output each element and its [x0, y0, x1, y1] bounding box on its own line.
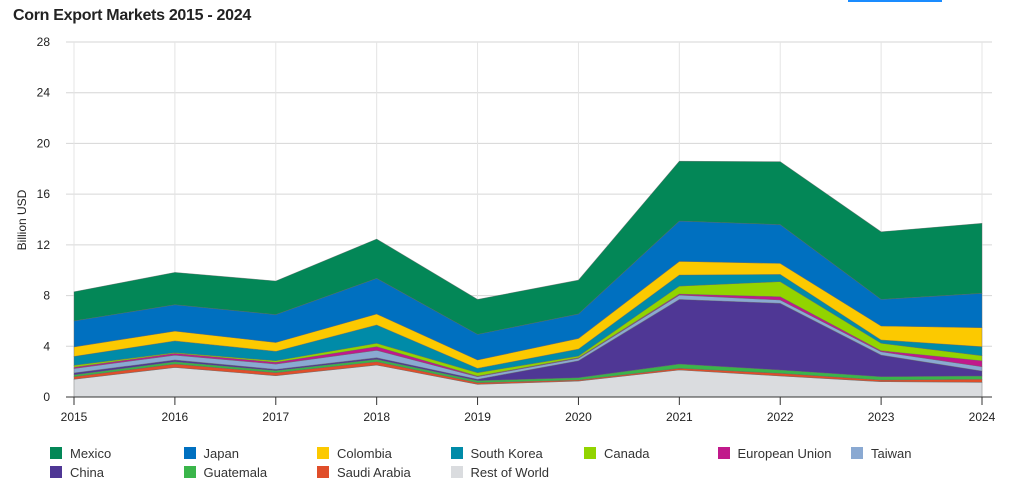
legend-label: Mexico [70, 445, 112, 461]
legend-label: Rest of World [470, 464, 550, 480]
legend-item-canada[interactable]: Canada [584, 445, 718, 461]
legend-label: South Korea [470, 445, 543, 461]
legend: Mexico Japan Colombia South Korea Canada Euro… [50, 445, 1010, 480]
legend-item-south-korea[interactable]: South Korea [450, 445, 585, 461]
legend-label: Taiwan [871, 445, 912, 461]
legend-swatch [317, 447, 329, 459]
legend-label: Saudi Arabia [337, 464, 411, 480]
legend-label: China [70, 464, 104, 480]
x-tick-label: 2018 [363, 410, 390, 424]
legend-item-taiwan[interactable]: Taiwan [851, 445, 985, 461]
legend-item-guatemala[interactable]: Guatemala [183, 464, 318, 480]
legend-swatch [851, 447, 863, 459]
legend-swatch [50, 447, 62, 459]
legend-item-china[interactable]: China [50, 464, 184, 480]
legend-item-colombia[interactable]: Colombia [317, 445, 451, 461]
legend-item-european-union[interactable]: European Union [717, 445, 852, 461]
legend-swatch [450, 466, 463, 478]
legend-label: Canada [604, 445, 650, 461]
legend-swatch [183, 447, 196, 459]
legend-label: European Union [737, 445, 832, 461]
area-mexico [73, 160, 983, 335]
y-tick-label: 28 [37, 35, 51, 49]
x-tick-label: 2017 [262, 410, 289, 424]
active-tab-indicator [848, 0, 942, 2]
y-tick-label: 16 [37, 187, 51, 201]
legend-label: Colombia [337, 445, 392, 461]
legend-swatch [584, 447, 596, 459]
y-tick-label: 0 [43, 390, 50, 404]
legend-label: Japan [203, 445, 239, 461]
y-tick-label: 24 [37, 86, 51, 100]
y-axis-label: Billion USD [15, 189, 29, 250]
legend-item-rest-of-world[interactable]: Rest of World [450, 464, 585, 480]
legend-label: Guatemala [203, 464, 268, 480]
legend-item-saudi-arabia[interactable]: Saudi Arabia [317, 464, 451, 480]
y-tick-label: 4 [43, 339, 50, 353]
legend-item-mexico[interactable]: Mexico [50, 445, 184, 461]
x-tick-label: 2015 [61, 410, 88, 424]
legend-swatch [317, 466, 329, 478]
x-tick-label: 2020 [565, 410, 592, 424]
chart-title: Corn Export Markets 2015 - 2024 [13, 7, 251, 24]
x-tick-label: 2019 [464, 410, 491, 424]
legend-swatch [50, 466, 62, 478]
legend-swatch [450, 447, 463, 459]
legend-swatch [183, 466, 196, 478]
y-tick-label: 20 [37, 136, 51, 150]
x-tick-label: 2023 [868, 410, 895, 424]
x-tick-label: 2021 [666, 410, 693, 424]
x-tick-label: 2016 [162, 410, 189, 424]
x-tick-label: 2024 [969, 410, 996, 424]
legend-swatch [717, 447, 730, 459]
legend-item-japan[interactable]: Japan [183, 445, 318, 461]
y-tick-label: 8 [43, 289, 50, 303]
x-tick-label: 2022 [767, 410, 794, 424]
y-tick-label: 12 [37, 238, 51, 252]
